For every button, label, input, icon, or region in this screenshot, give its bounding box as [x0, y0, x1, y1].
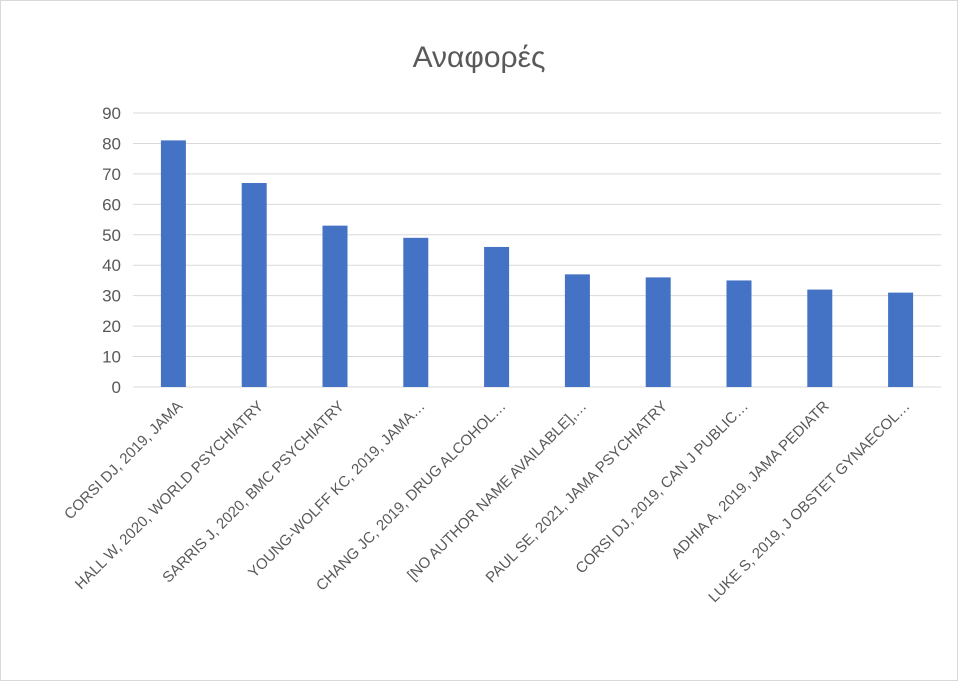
bar — [726, 280, 752, 387]
y-axis-ticks: 0 10 20 30 40 50 60 70 80 90 — [102, 104, 121, 397]
bar — [160, 140, 186, 387]
bar — [241, 183, 267, 387]
x-tick-label: [NO AUTHOR NAME AVAILABLE],… — [404, 398, 590, 584]
y-tick-label: 40 — [102, 256, 121, 275]
x-tick-label: YOUNG-WOLFF KC, 2019, JAMA… — [245, 398, 429, 582]
x-tick-label: SARRIS J, 2020, BMC PSYCHIATRY — [159, 398, 347, 586]
bar — [564, 274, 590, 387]
y-tick-label: 60 — [102, 195, 121, 214]
y-tick-label: 70 — [102, 165, 121, 184]
bar — [888, 292, 914, 387]
bars — [160, 140, 914, 387]
x-tick-label: CORSI DJ, 2019, CAN J PUBLIC… — [572, 398, 751, 577]
bar — [807, 289, 833, 387]
bar — [645, 277, 671, 387]
gridlines — [133, 112, 941, 388]
y-tick-label: 10 — [102, 348, 121, 367]
y-tick-label: 0 — [112, 378, 121, 397]
y-tick-label: 90 — [102, 104, 121, 123]
y-tick-label: 80 — [102, 134, 121, 153]
bar — [403, 237, 429, 387]
chart-title: Αναφορές — [412, 41, 546, 74]
x-tick-label: PAUL SE, 2021, JAMA PSYCHIATRY — [483, 398, 671, 586]
bar — [484, 246, 510, 387]
bar — [322, 225, 348, 387]
y-tick-label: 20 — [102, 317, 121, 336]
y-tick-label: 30 — [102, 287, 121, 306]
y-tick-label: 50 — [102, 226, 121, 245]
x-tick-label: ADHIA A, 2019, JAMA PEDIATR — [668, 398, 833, 563]
